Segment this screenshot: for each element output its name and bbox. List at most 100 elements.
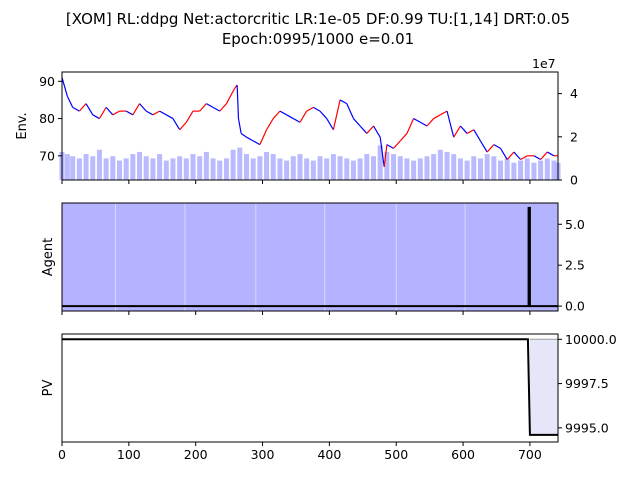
env-y-axis: 70 80 90 [39,74,62,163]
price-segment [326,118,334,131]
volume-bar [444,151,450,180]
price-segment [78,103,87,112]
price-segment [399,133,408,142]
volume-bar [190,154,196,180]
volume-bar [183,158,189,180]
agent-y-tick-label: 2.5 [565,258,585,273]
volume-bar [371,156,377,180]
env-y-tick-label: 70 [39,148,55,163]
volume-bar [411,160,417,180]
price-segment [165,114,174,120]
volume-bar [150,158,156,180]
volume-bar [197,156,203,180]
price-segment [225,95,231,104]
volume-bar [250,158,256,180]
price-segment [386,144,394,149]
pv-y-tick-label: 10000.0 [565,332,617,347]
price-segment [152,110,160,116]
volume-bar [243,154,249,180]
volume-bar [76,158,82,180]
price-segment [413,118,421,123]
price-segment [279,110,287,116]
env-secondary-tick-label: 4 [570,86,578,101]
volume-bar [304,158,310,180]
volume-bar [391,154,397,180]
pv-panel-frame [61,333,559,443]
volume-bar [397,156,403,180]
price-segment [459,125,468,134]
volume-bar [123,158,129,180]
volume-bar [264,151,270,180]
pv-path [62,338,558,436]
price-segment [252,140,261,146]
volume-bar [170,158,176,180]
price-segment [272,110,281,119]
volume-bar [457,158,463,180]
agent-gridlines [114,203,466,311]
price-segment [92,114,100,120]
price-segment [299,110,308,123]
price-segment [219,103,227,112]
volume-bar [364,154,370,180]
price-segment [259,129,268,145]
volume-bar [130,154,136,180]
price-segment [383,144,388,168]
price-segment [139,103,147,112]
pv-y-axis: 10000.0 9997.5 9995.0 [558,332,617,435]
price-segment [366,125,374,134]
agent-panel-frame [61,202,559,312]
price-segment [85,103,94,116]
x-tick-label: 200 [184,447,208,462]
volume-bar [424,156,430,180]
agent-y-tick-label: 0.0 [565,299,585,314]
volume-bar [137,151,143,180]
price-segment [479,140,488,153]
price-segment [359,125,368,134]
price-segment [132,103,141,116]
agent-y-axis: 0.0 2.5 5.0 [558,217,585,314]
volume-bar [504,158,510,180]
price-segment [339,99,348,105]
volume-bar [464,160,470,180]
price-segment [446,110,455,138]
price-segment [332,99,341,130]
volume-bar [317,156,323,180]
price-segment [286,114,294,120]
env-y-tick-label: 90 [39,74,55,89]
price-segment [105,106,114,116]
x-tick-label: 500 [384,447,408,462]
volume-bar [431,154,437,180]
env-secondary-tick-label: 0 [570,173,578,188]
agent-action-line [62,206,558,308]
price-segment [486,144,495,153]
price-segment [246,136,254,142]
chart-title-line2: Epoch:0995/1000 e=0.01 [222,30,414,48]
volume-bar [223,158,229,180]
volume-bar [70,156,76,180]
price-segment [306,106,314,112]
volume-bar [203,151,209,180]
price-segment [353,118,361,127]
volume-bar [350,160,356,180]
env-secondary-y-axis: 0 2 4 [558,86,578,188]
volume-bar [237,147,243,180]
price-segment [313,106,321,112]
volume-bar [437,149,443,180]
volume-bar [210,158,216,180]
chart-title-line1: [XOM] RL:ddpg Net:actorcritic LR:1e-05 D… [66,10,570,28]
price-segment [72,106,80,112]
volume-bar [330,154,336,180]
price-segment [513,151,522,160]
pv-drawdown-fill [529,339,558,435]
price-segment [379,137,385,168]
price-segment [185,110,194,123]
volume-bar [310,160,316,180]
agent-ylabel: Agent [41,238,56,276]
env-panel-frame [61,71,559,181]
price-segment [266,118,274,131]
price-segment [199,103,207,112]
agent-y-tick-label: 5.0 [565,217,585,232]
volume-bar [404,158,410,180]
price-segment [547,151,555,157]
